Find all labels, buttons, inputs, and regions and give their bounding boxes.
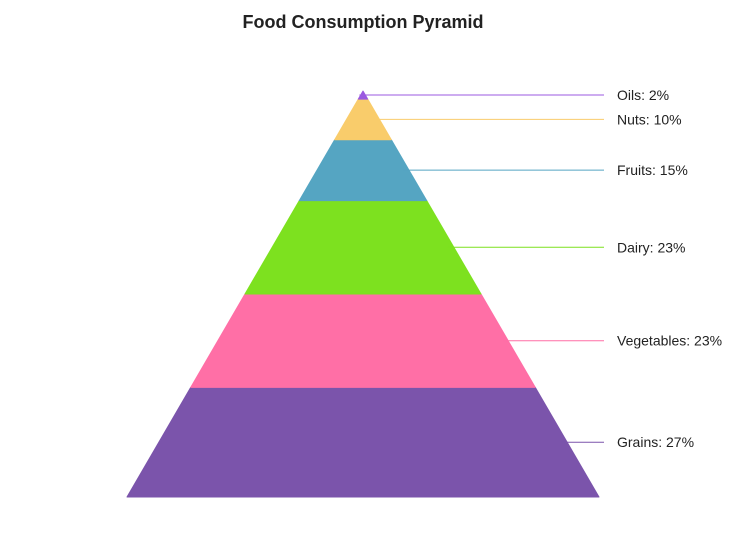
data-label-dairy: Dairy: 23%: [617, 239, 685, 255]
data-label-nuts: Nuts: 10%: [617, 111, 682, 127]
data-label-vegetables: Vegetables: 23%: [617, 333, 722, 349]
data-label-oils: Oils: 2%: [617, 87, 669, 103]
data-label-grains: Grains: 27%: [617, 434, 694, 450]
pyramid-segment-dairy: [244, 200, 482, 295]
chart-title: Food Consumption Pyramid: [242, 12, 484, 32]
pyramid-segment-grains: [126, 386, 600, 498]
pyramid-segment-vegetables: [190, 293, 536, 388]
data-label-fruits: Fruits: 15%: [617, 162, 688, 178]
